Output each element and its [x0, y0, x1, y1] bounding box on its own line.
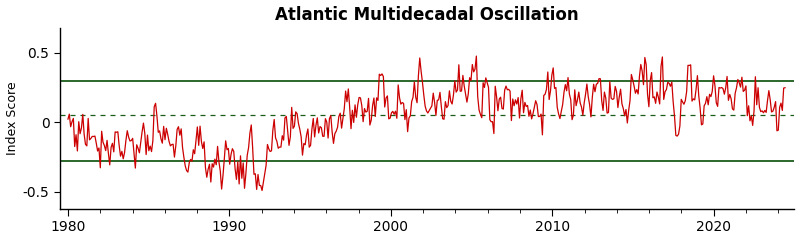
Title: Atlantic Multidecadal Oscillation: Atlantic Multidecadal Oscillation — [275, 6, 579, 24]
Y-axis label: Index Score: Index Score — [6, 81, 18, 155]
